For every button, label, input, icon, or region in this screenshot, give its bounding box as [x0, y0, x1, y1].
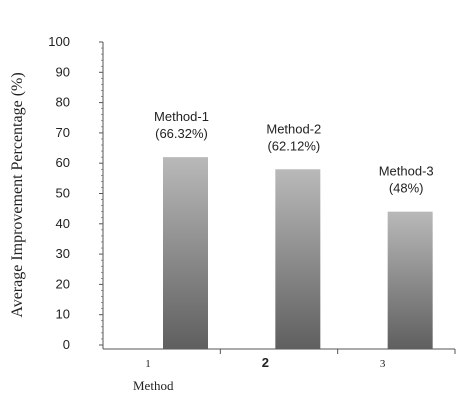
bar-data-label: Method-3 — [379, 164, 434, 179]
y-tick-label: 20 — [56, 276, 70, 291]
x-axis-title: Method — [133, 378, 174, 393]
bar-data-label: (62.12%) — [267, 138, 320, 153]
bar-data-label: (66.32%) — [155, 126, 208, 141]
y-tick-label: 80 — [56, 95, 70, 110]
y-tick-label: 60 — [56, 155, 70, 170]
y-tick-label: 40 — [56, 216, 70, 231]
y-tick-label: 30 — [56, 246, 70, 261]
x-tick-label: 3 — [380, 358, 386, 370]
bar-data-label: Method-2 — [266, 121, 321, 136]
y-tick-label: 100 — [48, 34, 70, 49]
bar-data-label: (48%) — [389, 181, 424, 196]
bar — [275, 169, 321, 349]
bar — [163, 157, 208, 349]
y-axis-title: Average Improvement Percentage (%) — [9, 72, 26, 317]
x-tick-label: 2 — [262, 355, 269, 370]
y-tick-label: 90 — [56, 64, 70, 79]
x-tick-label: 1 — [145, 358, 151, 370]
y-tick-label: 0 — [63, 337, 70, 352]
bar — [387, 211, 433, 349]
y-tick-label: 10 — [56, 307, 70, 322]
y-tick-label: 70 — [56, 125, 70, 140]
bar-data-label: Method-1 — [154, 109, 209, 124]
y-tick-label: 50 — [56, 186, 70, 201]
